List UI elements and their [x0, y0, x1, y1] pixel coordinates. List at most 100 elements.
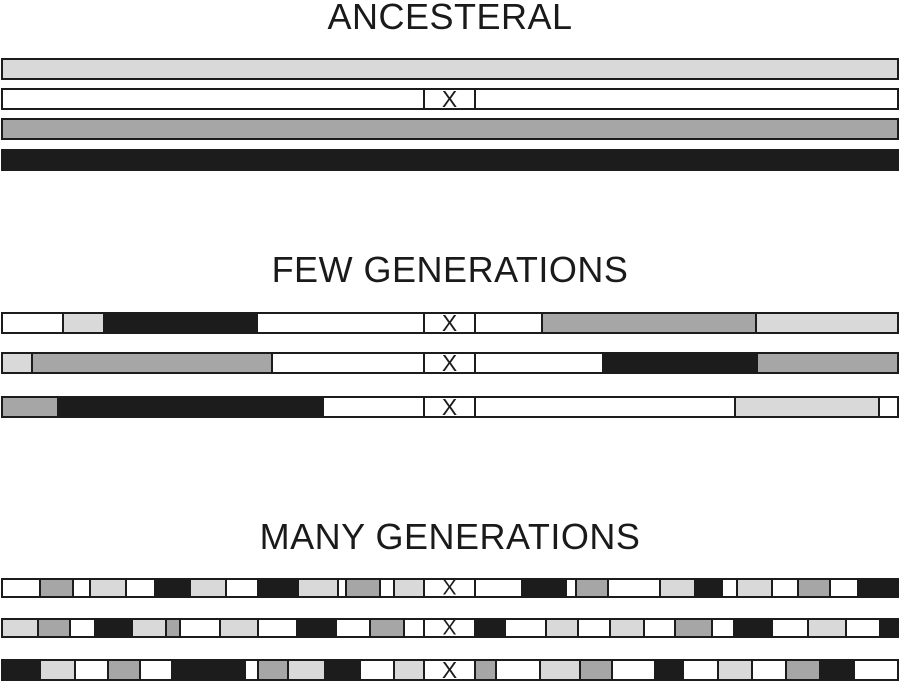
few-generations-title: FEW GENERATIONS [271, 249, 629, 290]
many-chromosome-3-segment [611, 659, 656, 681]
centromere-marker: X [423, 86, 476, 112]
many-chromosome-1-segment [125, 578, 156, 598]
many-chromosome-2-segment [335, 618, 371, 638]
few-chromosome-3-segment [878, 396, 899, 418]
centromere-label: X [442, 394, 457, 420]
many-chromosome-2-segment [674, 618, 713, 638]
many-chromosome-2-segment [131, 618, 167, 638]
many-chromosome-1-segment [474, 578, 523, 598]
few-chromosome-3 [1, 396, 899, 418]
many-chromosome-2-segment [504, 618, 547, 638]
many-chromosome-2-segment [179, 618, 221, 638]
many-chromosome-1-segment [393, 578, 425, 598]
many-chromosome-2 [1, 618, 899, 638]
many-chromosome-1-segment [829, 578, 859, 598]
many-chromosome-2-segment [219, 618, 259, 638]
many-chromosome-1-segment [721, 578, 738, 598]
centromere-marker: X [423, 350, 476, 376]
many-chromosome-3-segment [324, 659, 361, 681]
many-chromosome-1-segment [521, 578, 567, 598]
many-chromosome-3-segment [74, 659, 109, 681]
many-chromosome-1-segment [154, 578, 191, 598]
many-chromosome-1-segment [694, 578, 723, 598]
many-chromosome-1-segment [659, 578, 696, 598]
many-chromosome-3-segment [785, 659, 821, 681]
few-chromosome-2-segment [756, 352, 899, 374]
many-chromosome-1-segment [39, 578, 74, 598]
many-chromosome-3-segment [257, 659, 289, 681]
many-chromosome-1-segment [225, 578, 259, 598]
many-chromosome-2-segment [69, 618, 96, 638]
many-chromosome-2-segment [257, 618, 298, 638]
many-chromosome-3-segment [1, 659, 41, 681]
centromere-marker: X [423, 577, 476, 600]
many-chromosome-3-segment [107, 659, 141, 681]
many-chromosome-2-segment [807, 618, 847, 638]
many-chromosome-1-segment [189, 578, 227, 598]
many-chromosome-2-segment [879, 618, 899, 638]
many-chromosome-3-segment [819, 659, 855, 681]
many-generations-title: MANY GENERATIONS [259, 516, 641, 557]
many-chromosome-1-segment [257, 578, 299, 598]
many-chromosome-3-segment [579, 659, 613, 681]
ancestral-title: ANCESTERAL [327, 0, 573, 37]
centromere-marker: X [423, 310, 476, 336]
few-chromosome-1 [1, 312, 899, 334]
many-chromosome-2-segment [545, 618, 579, 638]
few-chromosome-3-segment [57, 396, 324, 418]
few-chromosome-1-segment [256, 312, 543, 334]
few-chromosome-2 [1, 352, 899, 374]
many-chromosome-3-segment [751, 659, 787, 681]
many-chromosome-1-segment [797, 578, 831, 598]
many-chromosome-2-segment [296, 618, 337, 638]
many-chromosome-3-segment [717, 659, 753, 681]
many-chromosome-1-segment [736, 578, 773, 598]
many-chromosome-1-segment [379, 578, 395, 598]
centromere-marker: X [423, 394, 476, 420]
many-chromosome-2-segment [733, 618, 773, 638]
few-chromosome-1-segment [755, 312, 899, 334]
ancestral-chromosome-black [1, 149, 899, 171]
many-chromosome-2-segment [165, 618, 181, 638]
few-chromosome-1-segment [103, 312, 258, 334]
many-chromosome-1-segment [1, 578, 41, 598]
many-chromosome-2-segment [609, 618, 645, 638]
centromere-label: X [442, 577, 456, 600]
centromere-label: X [442, 617, 456, 640]
few-chromosome-2-segment [31, 352, 273, 374]
many-chromosome-3-segment [171, 659, 206, 681]
many-chromosome-1-segment [345, 578, 381, 598]
many-chromosome-3-segment [853, 659, 899, 681]
many-chromosome-1-segment [857, 578, 899, 598]
few-chromosome-2-segment [602, 352, 758, 374]
many-chromosome-2-segment [369, 618, 405, 638]
ancestral-chromosome-light [1, 58, 899, 80]
many-chromosome-3-segment [244, 659, 259, 681]
many-chromosome-3-segment [204, 659, 246, 681]
few-chromosome-1-segment [62, 312, 105, 334]
few-chromosome-3-segment [1, 396, 59, 418]
centromere-label: X [442, 657, 457, 683]
many-chromosome-2-segment [1, 618, 39, 638]
centromere-marker: X [423, 657, 476, 683]
centromere-label: X [442, 310, 457, 336]
many-chromosome-3-segment [359, 659, 395, 681]
many-chromosome-2-segment [845, 618, 881, 638]
many-chromosome-3-segment [287, 659, 326, 681]
many-chromosome-1-segment [607, 578, 661, 598]
many-chromosome-2-segment [577, 618, 611, 638]
many-chromosome-2-segment [37, 618, 71, 638]
few-chromosome-3-segment [322, 396, 736, 418]
many-chromosome-1-segment [297, 578, 339, 598]
many-chromosome-1-segment [337, 578, 347, 598]
many-chromosome-3-segment [393, 659, 425, 681]
many-chromosome-3 [1, 659, 899, 681]
few-chromosome-1-segment [1, 312, 64, 334]
few-chromosome-2-segment [1, 352, 33, 374]
many-chromosome-1-segment [72, 578, 91, 598]
many-chromosome-1-segment [575, 578, 609, 598]
many-chromosome-2-segment [771, 618, 809, 638]
many-chromosome-2-segment [643, 618, 676, 638]
ancestral-chromosome-mid [1, 118, 899, 140]
